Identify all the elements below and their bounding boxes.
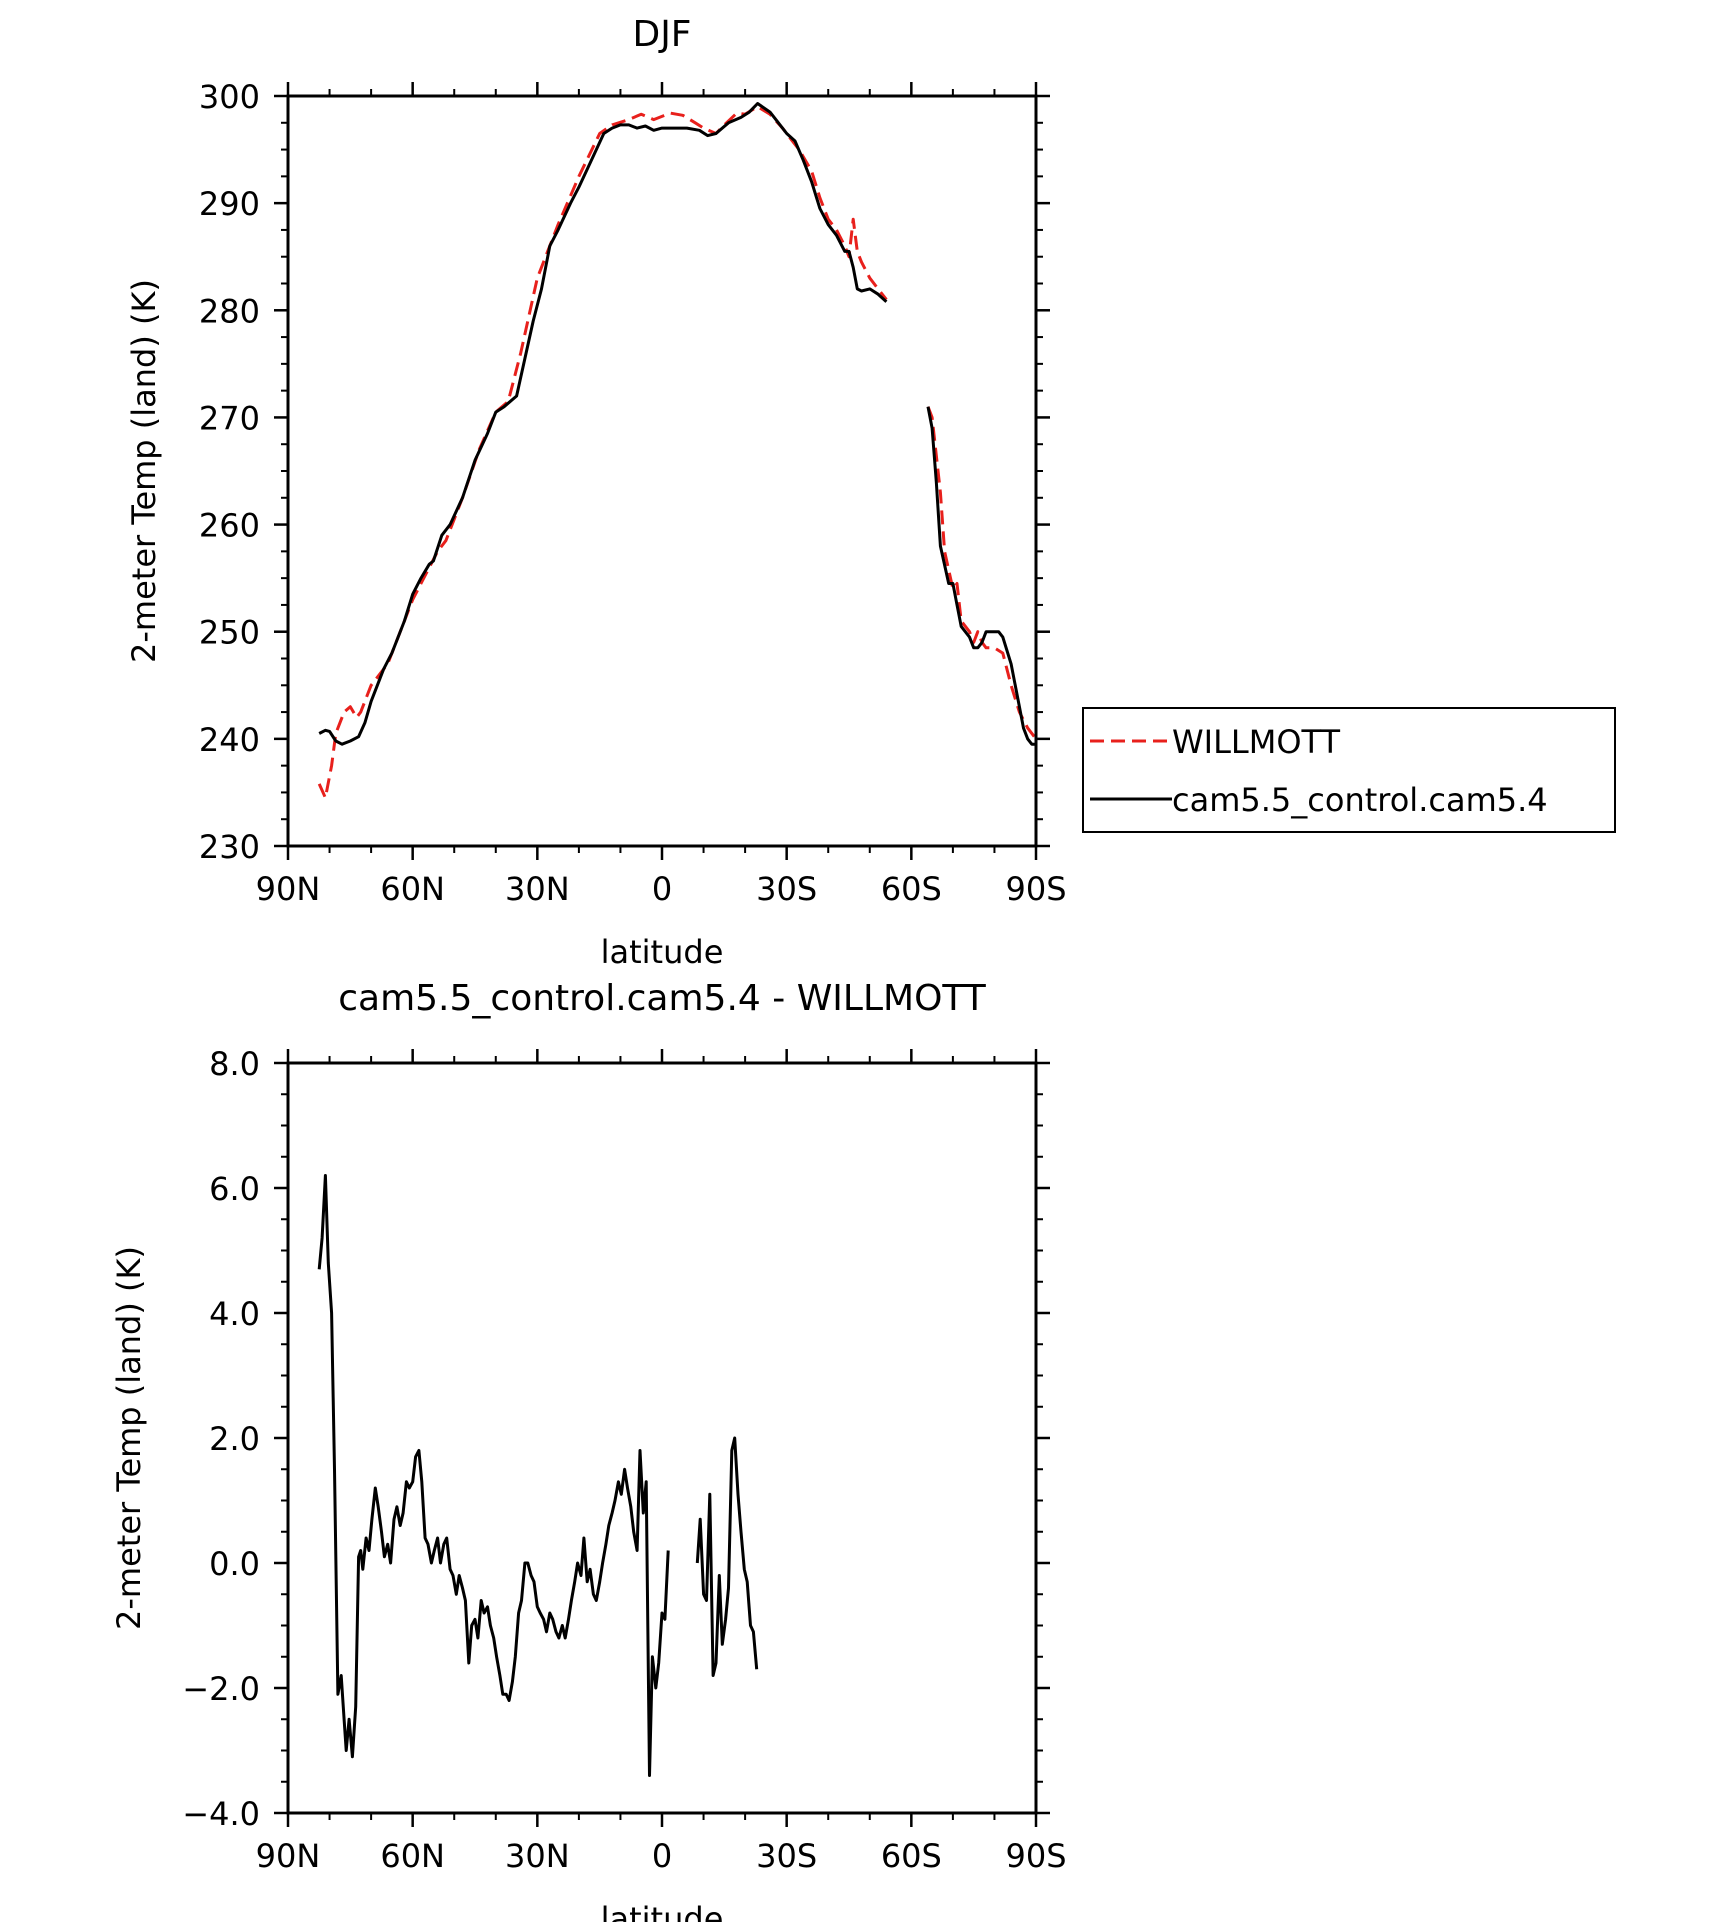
top-x-tick-label: 60N (380, 870, 445, 908)
top-y-tick-label: 290 (199, 185, 260, 223)
top-x-tick-label: 0 (652, 870, 672, 908)
bottom-x-tick-label: 60N (380, 1837, 445, 1875)
top-y-tick-label: 260 (199, 507, 260, 545)
top-series-line-cam5-5-control-cam5-4 (318, 102, 888, 746)
bottom-x-tick-label: 90N (256, 1837, 321, 1875)
bottom-y-tick-label: 8.0 (209, 1045, 260, 1083)
bottom-y-tick-label: 0.0 (209, 1545, 260, 1583)
legend-box (1082, 707, 1616, 833)
bottom-x-tick-label: 90S (1005, 1837, 1066, 1875)
top-y-tick-label: 270 (199, 399, 260, 437)
bottom-y-tick-label: 2.0 (209, 1420, 260, 1458)
legend: WILLMOTT cam5.5_control.cam5.4 (1082, 707, 1616, 833)
bottom-plot-frame (286, 1061, 1038, 1815)
top-x-tick-label: 30N (505, 870, 570, 908)
top-x-tick-label: 60S (881, 870, 942, 908)
bottom-x-tick-label: 60S (881, 1837, 942, 1875)
top-x-tick-label: 30S (756, 870, 817, 908)
top-chart-series (317, 102, 1038, 800)
top-x-tick-label: 90S (1005, 870, 1066, 908)
legend-label-willmott: WILLMOTT (1172, 723, 1341, 761)
top-y-axis-label: 2-meter Temp (land) (K) (125, 279, 163, 663)
bottom-series-line-series (317, 1174, 670, 1777)
top-y-tick-label: 240 (199, 721, 260, 759)
top-y-tick-label: 300 (199, 78, 260, 116)
top-chart-title: DJF (632, 14, 691, 55)
top-x-tick-label: 90N (256, 870, 321, 908)
bottom-x-tick-label: 30S (756, 1837, 817, 1875)
top-series-line-cam5-5-control-cam5-4 (926, 406, 1036, 746)
bottom-x-tick-label: 30N (505, 1837, 570, 1875)
top-series-line-willmott (317, 105, 888, 800)
bottom-chart-series (317, 1174, 759, 1777)
bottom-y-tick-label: −4.0 (182, 1795, 260, 1833)
top-y-tick-label: 280 (199, 292, 260, 330)
bottom-y-tick-label: 4.0 (209, 1295, 260, 1333)
top-y-tick-label: 250 (199, 614, 260, 652)
top-x-axis-label: latitude (601, 933, 724, 971)
bottom-x-tick-label: 0 (652, 1837, 672, 1875)
bottom-x-axis-label: latitude (601, 1900, 724, 1922)
bottom-y-tick-label: 6.0 (209, 1170, 260, 1208)
top-plot-frame (286, 94, 1038, 848)
bottom-y-tick-label: −2.0 (182, 1670, 260, 1708)
bottom-y-axis-label: 2-meter Temp (land) (K) (110, 1246, 148, 1630)
top-y-tick-label: 230 (199, 828, 260, 866)
bottom-series-line-series (695, 1436, 759, 1677)
bottom-panel: cam5.5_control.cam5.4 - WILLMOTT 90N 60N 3… (110, 978, 1067, 1922)
top-series-line-willmott (926, 406, 1038, 740)
bottom-chart-axes: 90N 60N 30N 0 30S 60S 90S −4.0 −2.0 0.0 2.0 4.0 6.0 8… (182, 1045, 1066, 1875)
top-panel: DJF 90N 60N 30N 0 30S 60S 90S 230 240 250 260 270 28… (125, 14, 1616, 971)
bottom-chart-title: cam5.5_control.cam5.4 - WILLMOTT (338, 978, 987, 1019)
legend-label-cam5: cam5.5_control.cam5.4 (1172, 781, 1548, 819)
